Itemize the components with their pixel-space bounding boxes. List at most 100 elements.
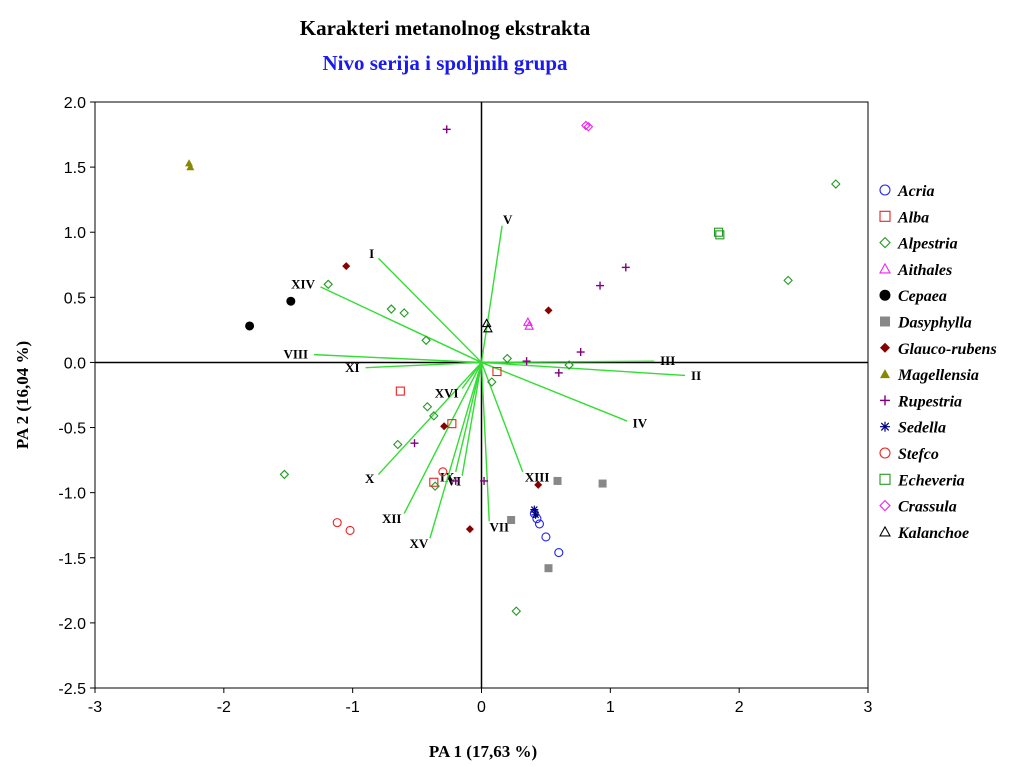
point-dasyphylla: [544, 564, 553, 573]
point-alpestria: [783, 275, 793, 286]
vector-ii: [481, 361, 686, 377]
legend-marker-sedella: [880, 421, 890, 432]
point-alpestria: [429, 411, 439, 421]
vector-label-x: X: [365, 471, 375, 486]
vector-label-xvi: XVI: [435, 385, 459, 400]
legend-marker-kalanchoe: [879, 525, 891, 537]
legend-marker-cepaea: [879, 289, 891, 301]
y-tick-label: -1.5: [58, 551, 86, 568]
legend-item-cepaea: Cepaea: [879, 288, 947, 305]
x-tick-label: -3: [88, 699, 102, 716]
point-alpestria: [831, 179, 841, 189]
point-alpestria: [422, 401, 433, 412]
vector-xiv: [320, 286, 482, 364]
legend-marker-crassula: [879, 499, 891, 512]
y-tick-label: -2.5: [58, 681, 86, 698]
point-rupestria: [442, 125, 451, 134]
legend-item-echeveria: Echeveria: [879, 472, 965, 489]
vector-viii: [313, 353, 482, 364]
legend-label-sedella: Sedella: [898, 420, 946, 437]
point-glauco-rubens: [534, 480, 543, 489]
vector-xi: [365, 361, 482, 369]
x-axis-title: PA 1 (17,63 %): [429, 742, 537, 761]
vector-label-xiv: XIV: [291, 276, 315, 291]
legend-marker-magellensia: [880, 369, 890, 379]
point-glauco-rubens: [465, 525, 474, 534]
point-alpestria: [392, 439, 403, 450]
x-tick-label: 3: [864, 699, 873, 716]
vector-iv: [481, 361, 628, 422]
point-rupestria: [522, 357, 531, 366]
point-alpestria: [511, 606, 522, 616]
legend-label-echeveria: Echeveria: [897, 472, 965, 489]
vector-i: [377, 257, 482, 363]
point-glauco-rubens: [544, 306, 553, 315]
legend-marker-glauco-rubens: [880, 342, 890, 353]
legend-label-aithales: Aithales: [897, 262, 952, 279]
legend-item-kalanchoe: Kalanchoe: [879, 525, 969, 542]
point-magellensia: [186, 163, 195, 171]
point-rupestria: [480, 476, 489, 485]
vector-label-ii: II: [691, 368, 701, 383]
plot-area: -3 -2 -1 0 1 2 3 2.0 1.5 1.0 0.5 0.0 -0.5 -1.0 -1.5 -2…: [58, 95, 872, 716]
legend-label-magellensia: Magellensia: [897, 367, 979, 384]
legend-label-rupestria: Rupestria: [897, 393, 962, 410]
y-tick-label: 1.5: [64, 160, 86, 177]
point-glauco-rubens: [342, 262, 351, 271]
vector-label-v: V: [503, 212, 513, 227]
point-rupestria: [576, 348, 585, 357]
vector-xii: [403, 362, 483, 514]
legend: Acria Alba Alpestria Aithales Cepaea Dasyphyl…: [879, 183, 997, 542]
legend-marker-rupestria: [880, 395, 890, 406]
point-alpestria: [487, 377, 497, 387]
legend-label-crassula: Crassula: [898, 499, 957, 516]
y-axis-ticks: 2.0 1.5 1.0 0.5 0.0 -0.5 -1.0 -1.5 -2.0 -2.5: [58, 95, 95, 698]
vector-ix: [455, 362, 483, 472]
point-magellensia: [185, 159, 194, 167]
legend-item-dasyphylla: Dasyphylla: [880, 315, 972, 332]
data-points: [185, 120, 841, 616]
point-stefco: [438, 467, 448, 477]
point-echeveria: [715, 230, 725, 240]
point-sedella: [531, 510, 540, 519]
point-dasyphylla: [553, 476, 562, 485]
point-glauco-rubens: [440, 422, 449, 431]
point-acria: [541, 532, 551, 542]
x-tick-label: -1: [346, 699, 360, 716]
point-alpestria: [386, 304, 397, 314]
point-alpestria: [430, 481, 440, 491]
legend-marker-alba: [879, 210, 891, 222]
vector-xv: [429, 362, 483, 539]
point-alba: [429, 477, 439, 487]
point-alba: [492, 367, 502, 377]
point-stefco: [332, 518, 342, 528]
vector-label-viii: VIII: [283, 346, 308, 361]
legend-item-acria: Acria: [879, 183, 934, 200]
legend-marker-acria: [879, 184, 891, 196]
legend-item-sedella: Sedella: [880, 420, 946, 437]
legend-item-alba: Alba: [879, 209, 929, 226]
vector-label-i: I: [369, 246, 374, 261]
y-tick-label: 0.0: [64, 355, 86, 372]
point-alba: [447, 419, 457, 429]
point-alpestria: [502, 353, 513, 364]
vector-label-xi: XI: [345, 360, 359, 375]
point-alpestria: [279, 469, 290, 480]
point-acria: [554, 548, 564, 558]
legend-marker-stefco: [879, 447, 891, 459]
vector-label-iv: IV: [633, 415, 648, 430]
point-rupestria: [554, 368, 563, 377]
point-rupestria: [596, 281, 605, 290]
y-axis-title: PA 2 (16,04 %): [13, 341, 32, 449]
vector-vi: [461, 362, 483, 476]
point-alpestria: [564, 360, 574, 370]
vector-xvi: [461, 362, 483, 389]
point-cepaea: [286, 296, 296, 306]
legend-item-rupestria: Rupestria: [880, 393, 962, 410]
point-stefco: [345, 525, 355, 535]
vector-vii: [480, 362, 490, 522]
legend-label-acria: Acria: [897, 183, 934, 200]
legend-label-kalanchoe: Kalanchoe: [897, 525, 969, 542]
